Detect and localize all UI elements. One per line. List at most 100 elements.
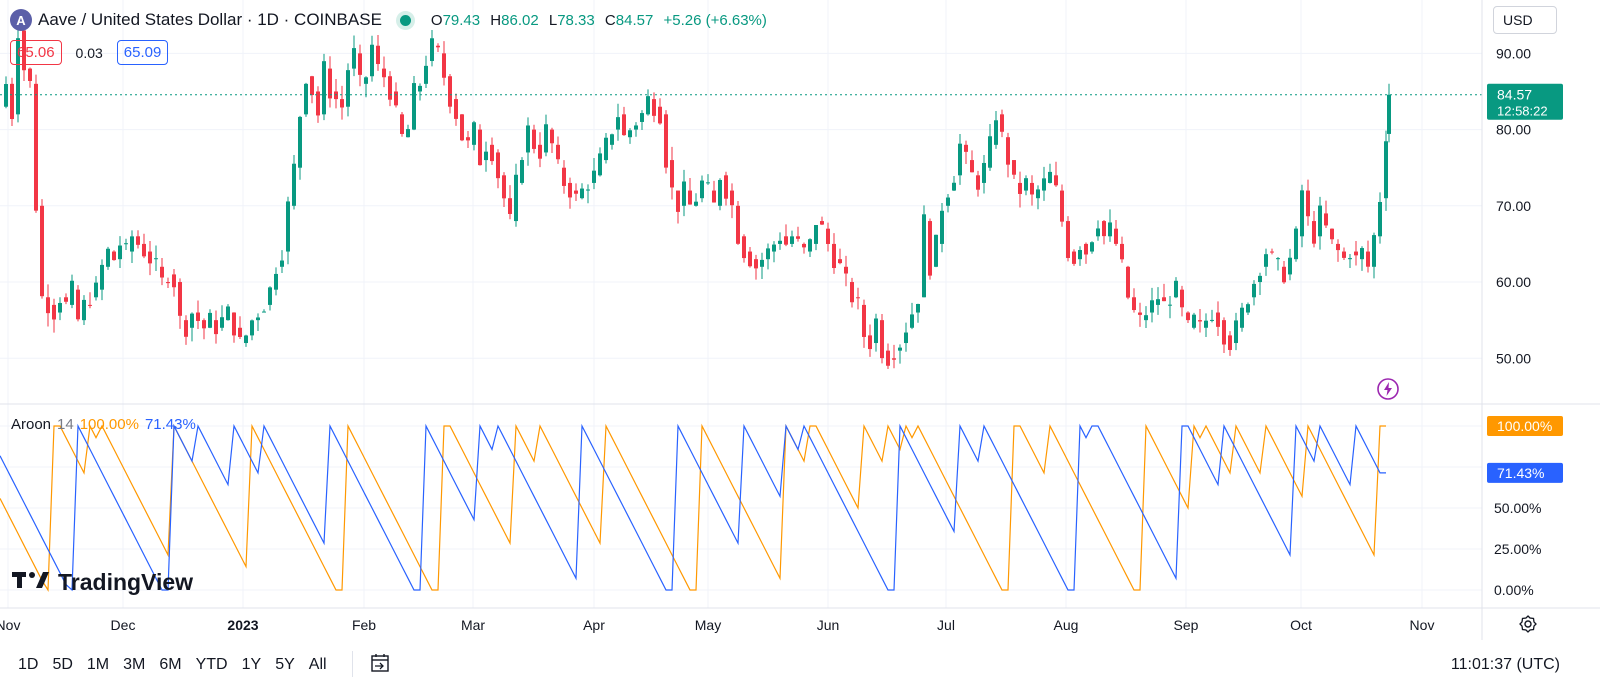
last-price-label: 84.57 xyxy=(1497,87,1532,103)
ask-price-button[interactable]: 65.09 xyxy=(116,40,169,65)
tradingview-brand: TradingView xyxy=(58,569,194,595)
candle-body xyxy=(766,248,770,260)
time-tick-label: Feb xyxy=(352,617,376,633)
candle-body xyxy=(484,151,488,161)
candle-body xyxy=(442,53,446,78)
candle-body xyxy=(1240,307,1244,328)
high-label: H xyxy=(490,11,502,29)
spread-value: 0.03 xyxy=(75,44,103,61)
range-5y-button[interactable]: 5Y xyxy=(275,656,295,673)
candle-body xyxy=(118,245,122,260)
candle-body xyxy=(598,153,602,176)
time-tick-label: Jul xyxy=(937,617,955,633)
range-1d-button[interactable]: 1D xyxy=(18,656,39,673)
candle-body xyxy=(1012,160,1016,175)
range-1y-button[interactable]: 1Y xyxy=(241,656,262,673)
time-tick-label: 2023 xyxy=(227,617,258,633)
candle-body xyxy=(838,259,842,264)
candle-body xyxy=(1210,319,1214,321)
range-6m-button[interactable]: 6M xyxy=(159,656,182,673)
candle-body xyxy=(952,182,956,191)
candle-body xyxy=(460,114,464,141)
candle-body xyxy=(394,91,398,106)
candle-body xyxy=(352,48,356,69)
candle-body xyxy=(172,274,176,288)
candle-body xyxy=(754,259,758,269)
candle-body xyxy=(364,77,368,84)
candle-body xyxy=(1078,250,1082,260)
candle-body xyxy=(292,163,296,206)
candle-body xyxy=(562,167,566,186)
range-5d-button[interactable]: 5D xyxy=(52,656,73,673)
aroon-tick-label: 25.00% xyxy=(1494,541,1541,557)
change-value: +5.26 (+6.63%) xyxy=(663,11,767,29)
candle-body xyxy=(1006,137,1010,165)
chart-canvas[interactable]: 50.00 60.00 70.00 80.00 90.00 0.00% 25.00% 50.0… xyxy=(0,0,1600,645)
indicator-length: 14 xyxy=(57,416,74,433)
calendar-range-icon[interactable] xyxy=(370,653,390,673)
candle-body xyxy=(994,120,998,145)
candle-body xyxy=(478,129,482,166)
candle-body xyxy=(232,312,236,336)
utc-clock[interactable]: 11:01:37 (UTC) xyxy=(1450,656,1560,673)
candle-body xyxy=(802,243,806,248)
candle-body xyxy=(316,91,320,116)
currency-button[interactable]: USD xyxy=(1493,6,1557,34)
aroon-up-label-bg xyxy=(1487,416,1563,436)
lightning-icon[interactable] xyxy=(1377,378,1399,400)
range-ytd-button[interactable]: YTD xyxy=(195,656,228,673)
aroon-down-line xyxy=(0,423,1386,592)
candle-body xyxy=(1306,190,1310,217)
candle-body xyxy=(640,113,644,122)
symbol-title[interactable]: Aave / United States Dollar · 1D · COINB… xyxy=(38,10,382,29)
candle-body xyxy=(1120,243,1124,260)
candle-body xyxy=(532,129,536,149)
time-tick-label: Oct xyxy=(1290,617,1312,633)
candle-body xyxy=(1300,190,1304,237)
candle-body xyxy=(514,174,518,222)
candle-body xyxy=(244,335,248,344)
candle-body xyxy=(448,76,452,107)
candle-body xyxy=(70,280,74,305)
candle-body xyxy=(1162,297,1166,302)
time-axis: Nov Dec 2023 Feb Mar Apr May Jun Jul Aug Sep Oct Nov xyxy=(0,617,1434,633)
candle-body xyxy=(388,76,392,100)
candle-body xyxy=(1186,312,1190,321)
bid-price-button[interactable]: 65.06 xyxy=(10,40,62,65)
candle-body xyxy=(166,282,170,284)
close-label: C xyxy=(604,11,616,29)
aroon-legend[interactable]: Aroon 14 100.00% 71.43% xyxy=(11,416,196,433)
range-3m-button[interactable]: 3M xyxy=(123,656,146,673)
aroon-up-value: 100.00% xyxy=(79,416,139,433)
candle-body xyxy=(604,137,608,161)
candle-body xyxy=(1228,335,1232,350)
time-tick-label: Sep xyxy=(1174,617,1199,633)
last-price-label-bg xyxy=(1487,83,1563,120)
candle-body xyxy=(730,190,734,206)
candle-body xyxy=(592,170,596,183)
candle-body xyxy=(856,297,860,299)
candle-body xyxy=(10,83,14,120)
range-all-button[interactable]: All xyxy=(308,656,327,673)
candle-body xyxy=(544,124,548,153)
candle-body xyxy=(874,318,878,344)
candle-body xyxy=(1192,314,1196,328)
candle-body xyxy=(886,350,890,366)
candle-body xyxy=(1360,248,1364,260)
range-1m-button[interactable]: 1M xyxy=(86,656,110,673)
gear-icon[interactable] xyxy=(1519,615,1537,633)
candle-body xyxy=(694,201,698,206)
aroon-down-value: 71.43% xyxy=(144,416,196,433)
time-tick-label: Nov xyxy=(1410,617,1435,633)
symbol-legend: A Aave / United States Dollar · 1D · COI… xyxy=(10,9,767,31)
candle-body xyxy=(1150,300,1154,313)
tradingview-logo[interactable]: TradingView xyxy=(12,569,193,596)
candle-body xyxy=(862,304,866,337)
candle-body xyxy=(940,210,944,244)
candle-body xyxy=(580,188,584,199)
candle-body xyxy=(1288,257,1292,275)
candle-body xyxy=(1018,182,1022,194)
time-tick-label: Mar xyxy=(461,617,485,633)
candle-body xyxy=(682,181,686,206)
candle-body xyxy=(760,259,764,267)
